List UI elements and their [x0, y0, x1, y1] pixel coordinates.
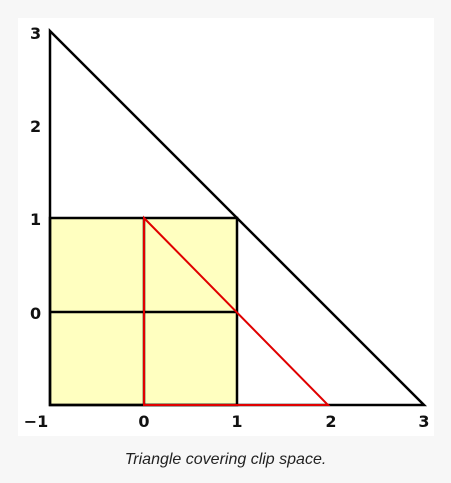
- x-tick-0: 0: [138, 412, 149, 431]
- diagram: 3 2 1 0 −1 0 1 2 3: [18, 18, 434, 436]
- y-tick-0: 0: [30, 304, 41, 323]
- x-tick-2: 2: [325, 412, 336, 431]
- x-tick-neg1: −1: [24, 412, 49, 431]
- y-tick-1: 1: [30, 210, 41, 229]
- y-tick-2: 2: [30, 117, 41, 136]
- x-tick-3: 3: [418, 412, 429, 431]
- figure-caption: Triangle covering clip space.: [0, 451, 451, 469]
- x-tick-1: 1: [231, 412, 242, 431]
- diagram-canvas: 3 2 1 0 −1 0 1 2 3: [18, 18, 434, 436]
- y-tick-3: 3: [30, 24, 41, 43]
